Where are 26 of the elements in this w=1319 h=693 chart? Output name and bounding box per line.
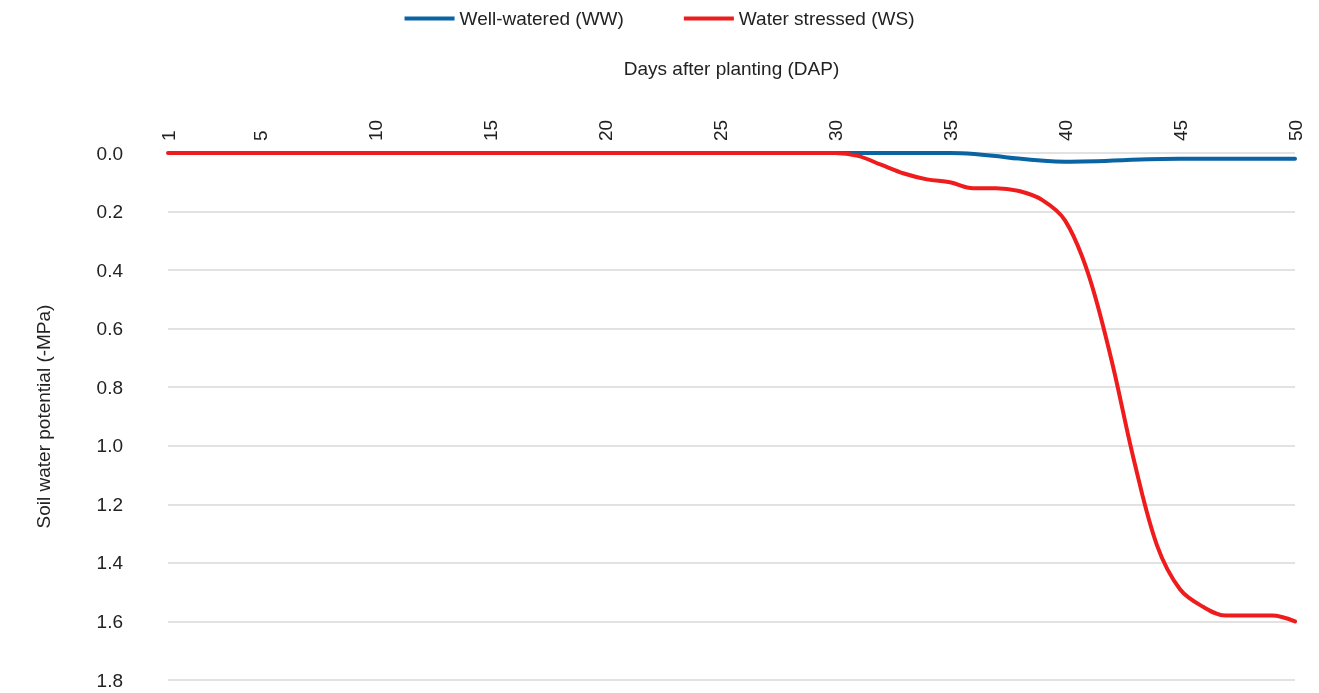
x-tick-label: 30: [824, 119, 846, 141]
y-tick-label: 1.2: [96, 493, 123, 515]
y-axis-title: Soil water potential (-MPa): [33, 304, 54, 529]
x-tick-label: 35: [939, 119, 961, 141]
y-tick-label: 1.8: [96, 669, 123, 691]
x-tick-label: 50: [1284, 119, 1306, 141]
x-tick-label: 45: [1169, 119, 1191, 141]
y-tick-label: 0.8: [96, 376, 123, 398]
x-tick-label: 5: [249, 130, 271, 141]
y-tick-label: 1.6: [96, 610, 123, 632]
x-axis-title: Days after planting (DAP): [623, 58, 840, 79]
y-tick-label: 0.0: [96, 142, 123, 164]
y-tick-label: 1.4: [96, 552, 124, 574]
line-series: [166, 151, 1297, 624]
x-tick-label: 15: [479, 119, 501, 141]
x-tick-label: 1: [157, 130, 179, 141]
y-tick-label: 0.4: [96, 259, 124, 281]
legend-label: Water stressed (WS): [738, 8, 915, 29]
x-tick-label: 10: [364, 119, 386, 141]
x-tick-label: 40: [1054, 119, 1076, 141]
y-tick-label: 0.6: [96, 318, 123, 340]
y-tick-label: 0.2: [96, 201, 123, 223]
legend-label: Well-watered (WW): [459, 8, 624, 29]
x-tick-label: 25: [709, 119, 731, 141]
x-tick-label: 20: [594, 119, 616, 141]
y-tick-label: 1.0: [96, 435, 123, 457]
